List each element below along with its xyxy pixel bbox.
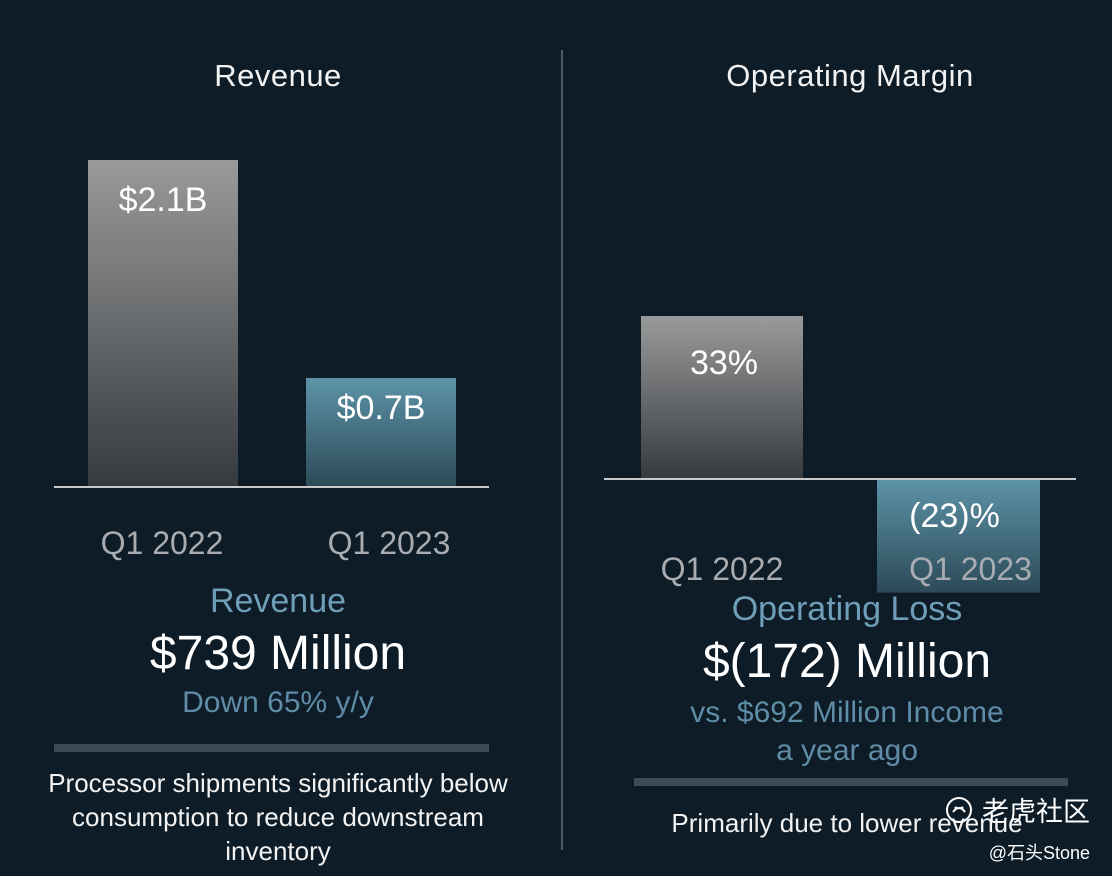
watermark: 老虎社区 @石头Stone bbox=[944, 790, 1090, 865]
revenue-divider bbox=[54, 744, 489, 752]
operating-loss-comparison-line1: vs. $692 Million Income bbox=[690, 696, 1004, 729]
operating-margin-panel: Operating Margin 33% Q1 2022 (23)% Q1 2023 … bbox=[560, 0, 1112, 876]
watermark-logo: 老虎社区 bbox=[944, 790, 1090, 829]
revenue-category-label-q1-2022: Q1 2022 bbox=[101, 525, 224, 561]
operating-loss-metric-name: Operating Loss bbox=[731, 590, 963, 628]
operating-margin-category-label-q1-2022: Q1 2022 bbox=[661, 551, 784, 587]
operating-margin-note: Primarily due to lower revenue bbox=[671, 808, 1023, 838]
operating-margin-bar-q1-2023 bbox=[877, 479, 1040, 593]
operating-margin-value-label-q1-2023: (23)% bbox=[909, 497, 1000, 535]
revenue-panel: Revenue $2.1B Q1 2022 $0.7B Q1 2023 Revenue… bbox=[48, 58, 508, 866]
revenue-value-label-q1-2022: $2.1B bbox=[119, 181, 208, 219]
operating-margin-bar-q1-2022 bbox=[641, 316, 803, 479]
operating-margin-value-label-q1-2022: 33% bbox=[690, 344, 758, 382]
panel-divider bbox=[561, 50, 563, 850]
revenue-metric-change: Down 65% y/y bbox=[182, 686, 374, 719]
operating-loss-metric-value: $(172) Million bbox=[702, 635, 992, 688]
revenue-bar-q1-2023 bbox=[306, 378, 456, 487]
operating-loss-comparison-line2: a year ago bbox=[776, 734, 918, 767]
operating-margin-divider bbox=[634, 778, 1068, 786]
operating-margin-chart-title: Operating Margin bbox=[726, 58, 974, 93]
revenue-bar-q1-2022 bbox=[88, 160, 238, 487]
revenue-category-label-q1-2023: Q1 2023 bbox=[328, 525, 451, 561]
operating-margin-category-label-q1-2023: Q1 2023 bbox=[909, 551, 1032, 587]
revenue-value-label-q1-2023: $0.7B bbox=[337, 389, 426, 427]
operating-margin-chart: 33% Q1 2022 (23)% Q1 2023 bbox=[604, 316, 1076, 593]
revenue-note: Processor shipments significantly below … bbox=[48, 768, 508, 866]
revenue-chart: $2.1B Q1 2022 $0.7B Q1 2023 bbox=[54, 160, 489, 561]
watermark-site: 老虎社区 bbox=[982, 797, 1090, 827]
revenue-metric-name: Revenue bbox=[209, 582, 347, 620]
revenue-metric-value: $739 Million bbox=[149, 627, 407, 680]
watermark-author: @石头Stone bbox=[988, 843, 1090, 863]
tiger-community-logo-icon bbox=[946, 796, 972, 823]
revenue-chart-title: Revenue bbox=[214, 58, 342, 93]
